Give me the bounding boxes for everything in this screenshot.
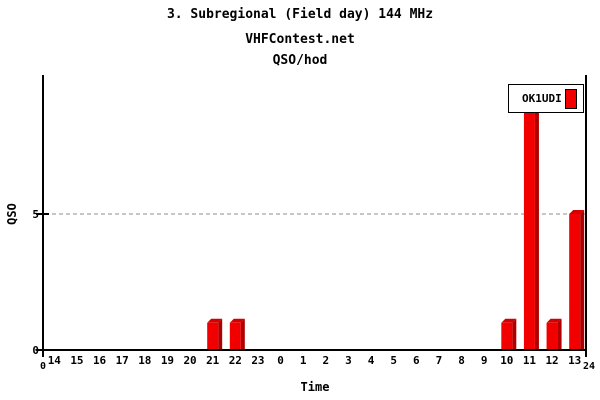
y-tick-label-0: 0 — [32, 344, 39, 357]
legend-color-swatch — [565, 88, 577, 109]
x-tick-label-12: 12 — [545, 354, 558, 367]
bar-top-13 — [569, 210, 585, 214]
x-tick-label-3: 3 — [345, 354, 352, 367]
y-tick-label-5: 5 — [32, 208, 39, 221]
bar-top-10 — [501, 318, 517, 323]
chart-site-title: VHFContest.net — [245, 32, 355, 47]
bar-hour-13 — [569, 214, 581, 350]
bar-hour-12 — [546, 322, 558, 350]
x-tick-label-7: 7 — [436, 354, 443, 367]
x-tick-label-22: 22 — [229, 354, 242, 367]
bar-hour-11 — [523, 105, 535, 350]
x-tick-label-19: 19 — [161, 354, 174, 367]
bar-side-11 — [534, 101, 539, 350]
x-tick-label-11: 11 — [523, 354, 537, 367]
legend-series-label: OK1UDI — [522, 92, 562, 105]
x-tick-label-18: 18 — [138, 354, 151, 367]
x-axis-title: Time — [300, 380, 330, 394]
x-tick-label-6: 6 — [413, 354, 420, 367]
x-tick-label-13: 13 — [568, 354, 581, 367]
x-tick-label-5: 5 — [390, 354, 397, 367]
bar-side-21 — [218, 318, 223, 350]
x-tick-label-1: 1 — [300, 354, 307, 367]
bar-side-22 — [240, 318, 245, 350]
bar-hour-10 — [501, 322, 513, 350]
x-tick-label-20: 20 — [183, 354, 196, 367]
legend-box: OK1UDI — [508, 84, 584, 113]
bar-side-12 — [557, 318, 562, 350]
x-axis-end-label: 24 — [583, 361, 595, 372]
x-tick-label-10: 10 — [500, 354, 513, 367]
bar-hour-21 — [207, 322, 219, 350]
x-tick-label-21: 21 — [206, 354, 220, 367]
bar-top-12 — [546, 318, 562, 323]
x-axis-start-label: 0 — [40, 361, 46, 372]
bar-side-13 — [580, 210, 585, 350]
x-tick-label-16: 16 — [93, 354, 107, 367]
chart-subtitle: QSO/hod — [272, 53, 328, 68]
x-tick-label-15: 15 — [70, 354, 83, 367]
bar-top-22 — [229, 318, 245, 323]
bar-hour-22 — [229, 322, 241, 350]
x-tick-label-23: 23 — [251, 354, 264, 367]
bar-side-10 — [512, 318, 517, 350]
x-tick-label-8: 8 — [458, 354, 465, 367]
x-tick-label-14: 14 — [48, 354, 62, 367]
chart-main-title: 3. Subregional (Field day) 144 MHz — [166, 7, 434, 22]
x-tick-label-0: 0 — [277, 354, 284, 367]
bar-top-21 — [207, 318, 223, 323]
x-tick-label-2: 2 — [323, 354, 330, 367]
y-axis-title: QSO — [5, 203, 19, 225]
x-tick-label-9: 9 — [481, 354, 488, 367]
x-tick-label-17: 17 — [116, 354, 129, 367]
x-tick-label-4: 4 — [368, 354, 375, 367]
